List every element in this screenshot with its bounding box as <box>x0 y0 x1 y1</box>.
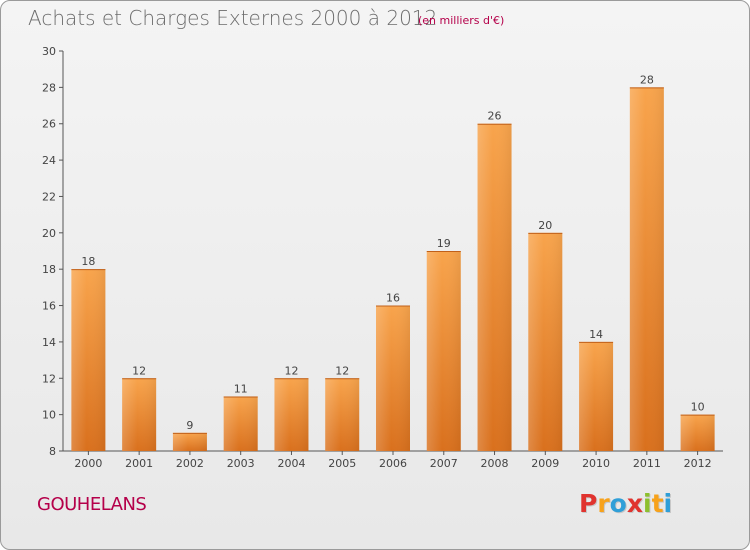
x-tick-label: 2008 <box>481 457 509 470</box>
logo-letter: x <box>626 489 643 518</box>
chart-title: Achats et Charges Externes 2000 à 2012 <box>28 6 438 30</box>
x-tick-label: 2000 <box>74 457 102 470</box>
axes: 8 10 12 14 16 18 20 22 24 26 28 30 2000 2001 2002 2003 2… <box>42 45 723 470</box>
data-label: 12 <box>132 364 146 377</box>
bar-shade <box>579 341 614 451</box>
data-label: 18 <box>81 255 95 268</box>
data-labels: 18 12 9 11 12 12 16 19 26 20 14 28 10 <box>81 73 704 431</box>
x-tick-label: 2002 <box>176 457 204 470</box>
bar-shade <box>122 378 157 451</box>
data-label: 19 <box>437 237 451 250</box>
logo-letter: i <box>643 489 652 518</box>
data-label: 16 <box>386 292 400 305</box>
data-label: 28 <box>640 73 654 86</box>
data-label: 10 <box>691 401 705 414</box>
data-label: 26 <box>488 110 502 123</box>
x-tick-label: 2010 <box>582 457 610 470</box>
data-label: 14 <box>589 328 603 341</box>
y-tick-label: 14 <box>42 336 56 349</box>
y-tick-label: 26 <box>42 118 56 131</box>
chart-subtitle: (en milliers d'€) <box>418 14 505 27</box>
bar-shade <box>274 378 309 451</box>
bar-shade <box>477 123 512 452</box>
y-tick-label: 30 <box>42 45 56 58</box>
x-tick-label: 2003 <box>227 457 255 470</box>
data-label: 11 <box>234 382 248 395</box>
bar-shade <box>426 251 461 451</box>
logo-letter: P <box>579 489 598 518</box>
data-label: 12 <box>284 364 298 377</box>
x-tick-label: 2004 <box>277 457 305 470</box>
logo-letter: r <box>597 489 610 518</box>
y-tick-label: 24 <box>42 154 56 167</box>
bar-shade <box>223 396 258 451</box>
x-tick-label: 2006 <box>379 457 407 470</box>
x-tick-label: 2009 <box>531 457 559 470</box>
x-tick-label: 2005 <box>328 457 356 470</box>
y-tick-label: 18 <box>42 263 56 276</box>
bar-shade <box>172 432 207 451</box>
logo-letter: o <box>609 489 627 518</box>
y-tick-label: 20 <box>42 227 56 240</box>
data-label: 12 <box>335 364 349 377</box>
y-tick-label: 12 <box>42 372 56 385</box>
x-tick-label: 2001 <box>125 457 153 470</box>
y-tick-label: 22 <box>42 190 56 203</box>
town-name: GOUHELANS <box>37 494 147 515</box>
bar-shade <box>325 378 360 451</box>
bar-shade <box>680 414 715 451</box>
y-tick-label: 8 <box>49 445 56 458</box>
proxiti-logo: Proxiti <box>579 489 672 518</box>
y-tick-label: 10 <box>42 409 56 422</box>
bar-shade <box>376 305 410 451</box>
y-tick-label: 28 <box>42 81 56 94</box>
logo-letter: i <box>663 489 673 518</box>
data-label: 9 <box>186 419 193 432</box>
x-tick-label: 2011 <box>633 457 661 470</box>
x-tick-label: 2012 <box>684 457 712 470</box>
y-tick-label: 16 <box>42 300 56 313</box>
bar-shade <box>71 269 106 451</box>
bar-shade <box>528 232 563 451</box>
bar-shade <box>629 87 664 451</box>
logo-letter: t <box>651 489 664 518</box>
x-tick-label: 2007 <box>430 457 458 470</box>
bars <box>71 87 715 452</box>
data-label: 20 <box>538 219 552 232</box>
